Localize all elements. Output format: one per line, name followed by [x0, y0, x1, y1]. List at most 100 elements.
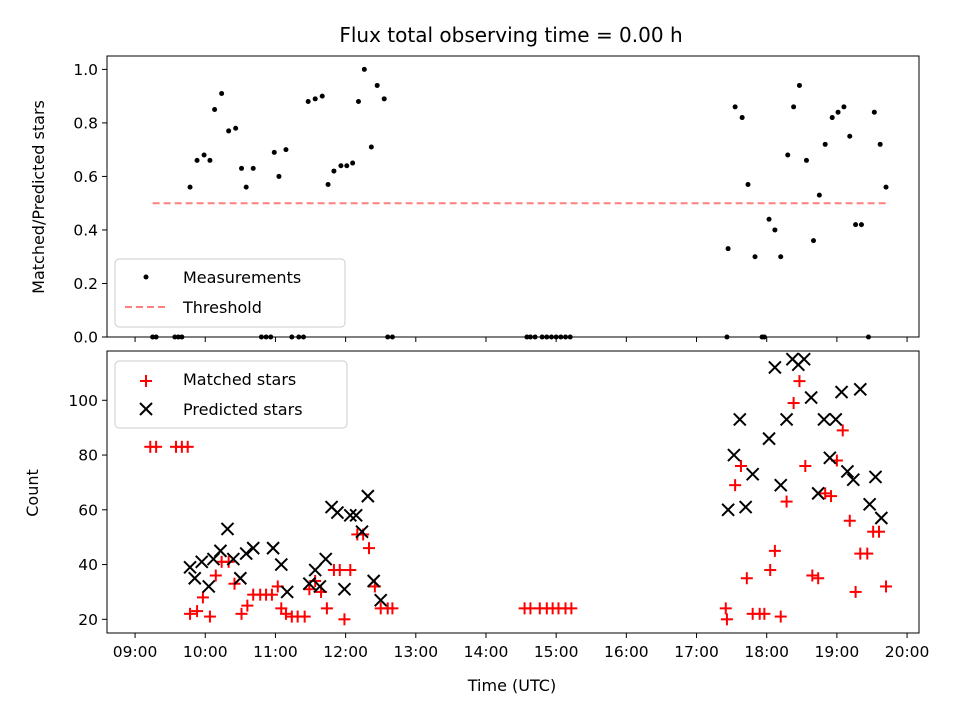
measurement-point	[778, 254, 784, 260]
ratio-y-axis-label: Matched/Predicted stars	[29, 100, 48, 294]
measurement-point	[858, 222, 864, 228]
measurement-point	[250, 165, 256, 171]
measurement-point	[385, 334, 391, 340]
predicted-star-point	[727, 448, 741, 462]
ratio-y-tick-label: 0.8	[73, 114, 98, 132]
measurement-point	[752, 254, 758, 260]
matched-star-point	[150, 440, 163, 453]
chart-title: Flux total observing time = 0.00 h	[339, 23, 682, 47]
predicted-star-point	[733, 412, 747, 427]
measurement-point	[243, 184, 249, 190]
counts-panel: 20 40 60 80 100 09:00 10:00 11:00 12:00 13:00 14:…	[23, 350, 929, 695]
measurement-point	[268, 334, 274, 340]
matched-star-point	[303, 583, 316, 596]
matched-star-point	[209, 569, 222, 582]
measurement-point	[548, 334, 554, 340]
x-tick-label: 14:00	[464, 643, 509, 661]
matched-star-point	[235, 607, 248, 620]
predicted-star-point	[804, 390, 818, 405]
measurement-point	[389, 334, 395, 340]
matched-star-point	[191, 605, 204, 618]
predicted-star-point	[188, 571, 202, 585]
legend-threshold-label: Threshold	[182, 298, 262, 317]
predicted-star-point	[183, 560, 197, 574]
measurement-point	[553, 334, 559, 340]
matched-star-point	[181, 440, 194, 453]
measurement-point	[835, 109, 841, 115]
measurement-point	[172, 334, 178, 340]
predicted-star-point	[374, 593, 388, 607]
matched-star-point	[872, 525, 885, 538]
measurement-point	[271, 149, 277, 155]
measurement-point	[745, 181, 751, 187]
measurement-point	[829, 115, 835, 121]
predicted-star-point	[811, 486, 825, 501]
counts-y-tick-label: 60	[78, 501, 98, 519]
measurement-point	[877, 141, 883, 147]
matched-star-point	[812, 572, 825, 585]
measurement-point	[725, 246, 731, 252]
matched-star-point	[320, 602, 333, 615]
legend-matched-marker	[140, 375, 152, 387]
x-tick-label: 11:00	[253, 643, 298, 661]
measurement-point	[883, 184, 889, 190]
measurement-point	[301, 334, 307, 340]
matched-star-point	[836, 424, 849, 437]
predicted-star-point	[330, 505, 345, 520]
measurement-point	[803, 157, 809, 163]
predicted-star-point	[762, 431, 776, 446]
measurement-point	[175, 334, 181, 340]
matched-star-point	[734, 459, 747, 472]
measurement-point	[374, 82, 380, 88]
predicted-star-point	[220, 522, 235, 536]
ratio-legend: Measurements Threshold	[114, 258, 346, 328]
measurement-point	[853, 222, 859, 228]
ratio-y-tick-label: 0.6	[73, 168, 98, 186]
measurement-point	[527, 334, 533, 340]
predicted-star-point	[226, 552, 241, 566]
counts-y-tick-label: 20	[78, 611, 98, 629]
x-axis-label: Time (UTC)	[467, 676, 556, 695]
measurement-point	[212, 107, 218, 113]
legend-predicted-label: Predicted stars	[183, 400, 303, 419]
measurement-point	[791, 104, 797, 110]
predicted-star-point	[853, 382, 867, 397]
predicted-star-point	[846, 472, 860, 487]
matched-star-point	[265, 588, 278, 601]
measurement-point	[276, 173, 282, 179]
counts-x-ticks: 09:00 10:00 11:00 12:00 13:00 14:00 15:00 16:00…	[113, 633, 929, 661]
matched-star-point	[363, 542, 376, 555]
predicted-star-point	[823, 451, 837, 465]
predicted-star-point	[874, 511, 889, 525]
matched-star-point	[825, 490, 838, 503]
measurement-point	[201, 152, 207, 158]
matched-star-point	[196, 591, 209, 604]
ratio-x-ticks	[134, 337, 908, 342]
matched-star-point	[333, 564, 346, 577]
matched-star-point	[819, 487, 832, 500]
measurement-point	[312, 96, 318, 102]
x-tick-label: 09:00	[113, 643, 158, 661]
measurement-point	[368, 144, 374, 150]
predicted-star-point	[266, 541, 280, 555]
measurement-point	[766, 216, 772, 222]
matched-star-point	[787, 397, 800, 410]
x-tick-label: 16:00	[604, 643, 649, 661]
measurement-point	[187, 184, 193, 190]
predicted-star-point	[361, 489, 375, 503]
matched-star-point	[799, 459, 812, 472]
predicted-star-point	[213, 544, 228, 558]
matched-star-point	[861, 547, 874, 560]
predicted-star-point	[774, 478, 788, 492]
matched-star-point	[764, 564, 777, 577]
measurement-point	[865, 334, 871, 340]
measurement-point	[338, 163, 344, 169]
predicted-star-point	[834, 385, 849, 399]
counts-legend-box	[114, 360, 348, 429]
ratio-legend-box	[114, 258, 346, 328]
measurement-point	[524, 334, 530, 340]
ratio-y-tick-label: 0.4	[73, 221, 98, 239]
matched-star-point	[565, 602, 578, 615]
measurement-point	[289, 334, 295, 340]
